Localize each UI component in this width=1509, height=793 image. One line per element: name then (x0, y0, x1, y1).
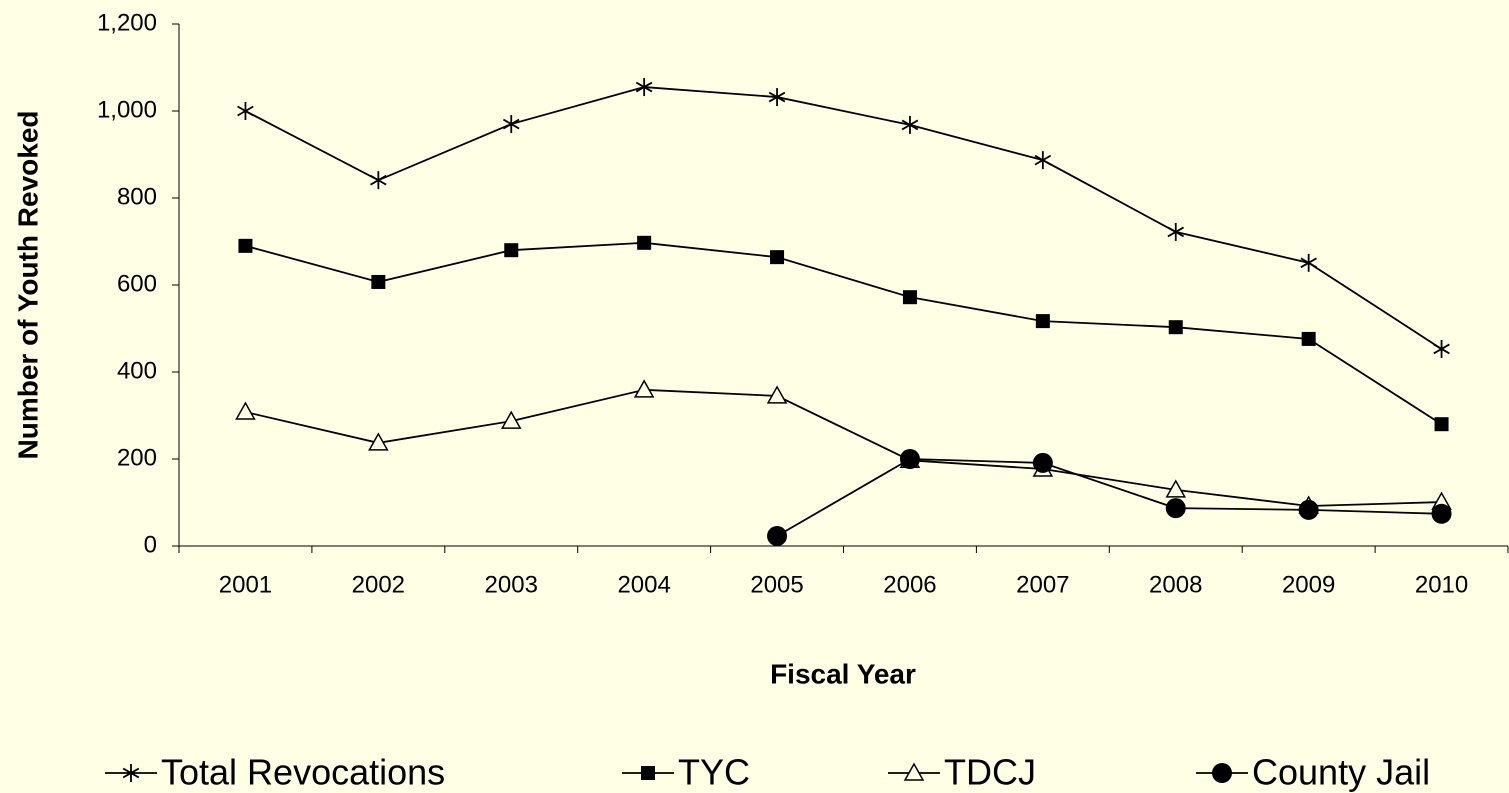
x-tick-label: 2005 (750, 571, 803, 598)
marker (641, 766, 655, 780)
y-tick-label: 1,200 (97, 9, 157, 36)
legend-label: Total Revocations (161, 752, 445, 793)
marker (1032, 452, 1053, 473)
x-tick-label: 2009 (1282, 571, 1335, 598)
series-line (245, 86, 1443, 350)
marker (368, 432, 389, 451)
marker (235, 401, 256, 420)
marker (1035, 314, 1050, 329)
marker (370, 171, 387, 190)
marker (767, 525, 788, 546)
marker (902, 290, 917, 305)
marker (500, 410, 522, 429)
legend-label: County Jail (1252, 752, 1430, 793)
marker (1034, 151, 1052, 170)
marker-stroke (1034, 154, 1052, 166)
marker-stroke (502, 118, 520, 130)
y-axis-title: Number of Youth Revoked (12, 110, 43, 459)
marker (766, 385, 788, 404)
marker (1167, 222, 1185, 241)
y-tick-label: 0 (144, 531, 157, 558)
y-tick-label: 800 (117, 183, 157, 210)
marker-stroke (122, 767, 140, 779)
x-axis-title: Fiscal Year (770, 658, 916, 689)
series-line (245, 241, 1443, 425)
marker (238, 238, 253, 253)
marker (637, 235, 652, 250)
marker (1434, 417, 1449, 432)
marker (901, 115, 919, 134)
marker-stroke (1300, 257, 1317, 269)
marker (122, 764, 140, 782)
marker-stroke (901, 119, 919, 131)
marker (768, 88, 786, 107)
marker-stroke (768, 91, 786, 103)
marker-stroke (237, 105, 254, 117)
legend-label: TYC (678, 752, 750, 793)
x-tick-label: 2003 (485, 571, 538, 598)
marker (504, 243, 519, 258)
marker (1301, 331, 1316, 346)
marker (903, 762, 925, 781)
marker (633, 379, 655, 398)
x-tick-label: 2001 (219, 571, 272, 598)
y-tick-label: 1,000 (97, 96, 157, 123)
marker (899, 449, 920, 469)
x-tick-label: 2006 (883, 571, 936, 598)
marker (1165, 479, 1187, 498)
x-tick-label: 2010 (1415, 571, 1468, 598)
marker-stroke (1433, 343, 1450, 355)
y-tick-label: 600 (117, 270, 157, 297)
marker (635, 78, 653, 97)
x-tick-label: 2002 (352, 571, 405, 598)
legend-label: TDCJ (944, 752, 1036, 793)
marker (1300, 253, 1317, 272)
marker (770, 250, 785, 265)
x-tick-label: 2008 (1149, 571, 1202, 598)
marker (1168, 320, 1183, 335)
marker-stroke (370, 174, 387, 186)
marker-stroke (635, 81, 653, 93)
y-tick-label: 200 (117, 444, 157, 471)
marker (1212, 763, 1232, 783)
marker (1165, 498, 1186, 519)
y-tick-label: 400 (117, 357, 157, 384)
series-line (776, 458, 1442, 537)
marker (1433, 339, 1450, 358)
marker-stroke (1167, 226, 1185, 238)
marker (1298, 499, 1319, 520)
x-tick-label: 2004 (617, 571, 670, 598)
marker (1431, 503, 1452, 524)
x-tick-label: 2007 (1016, 571, 1069, 598)
marker (502, 115, 520, 134)
series-line (245, 388, 1442, 507)
marker (371, 274, 386, 289)
marker (237, 102, 254, 120)
